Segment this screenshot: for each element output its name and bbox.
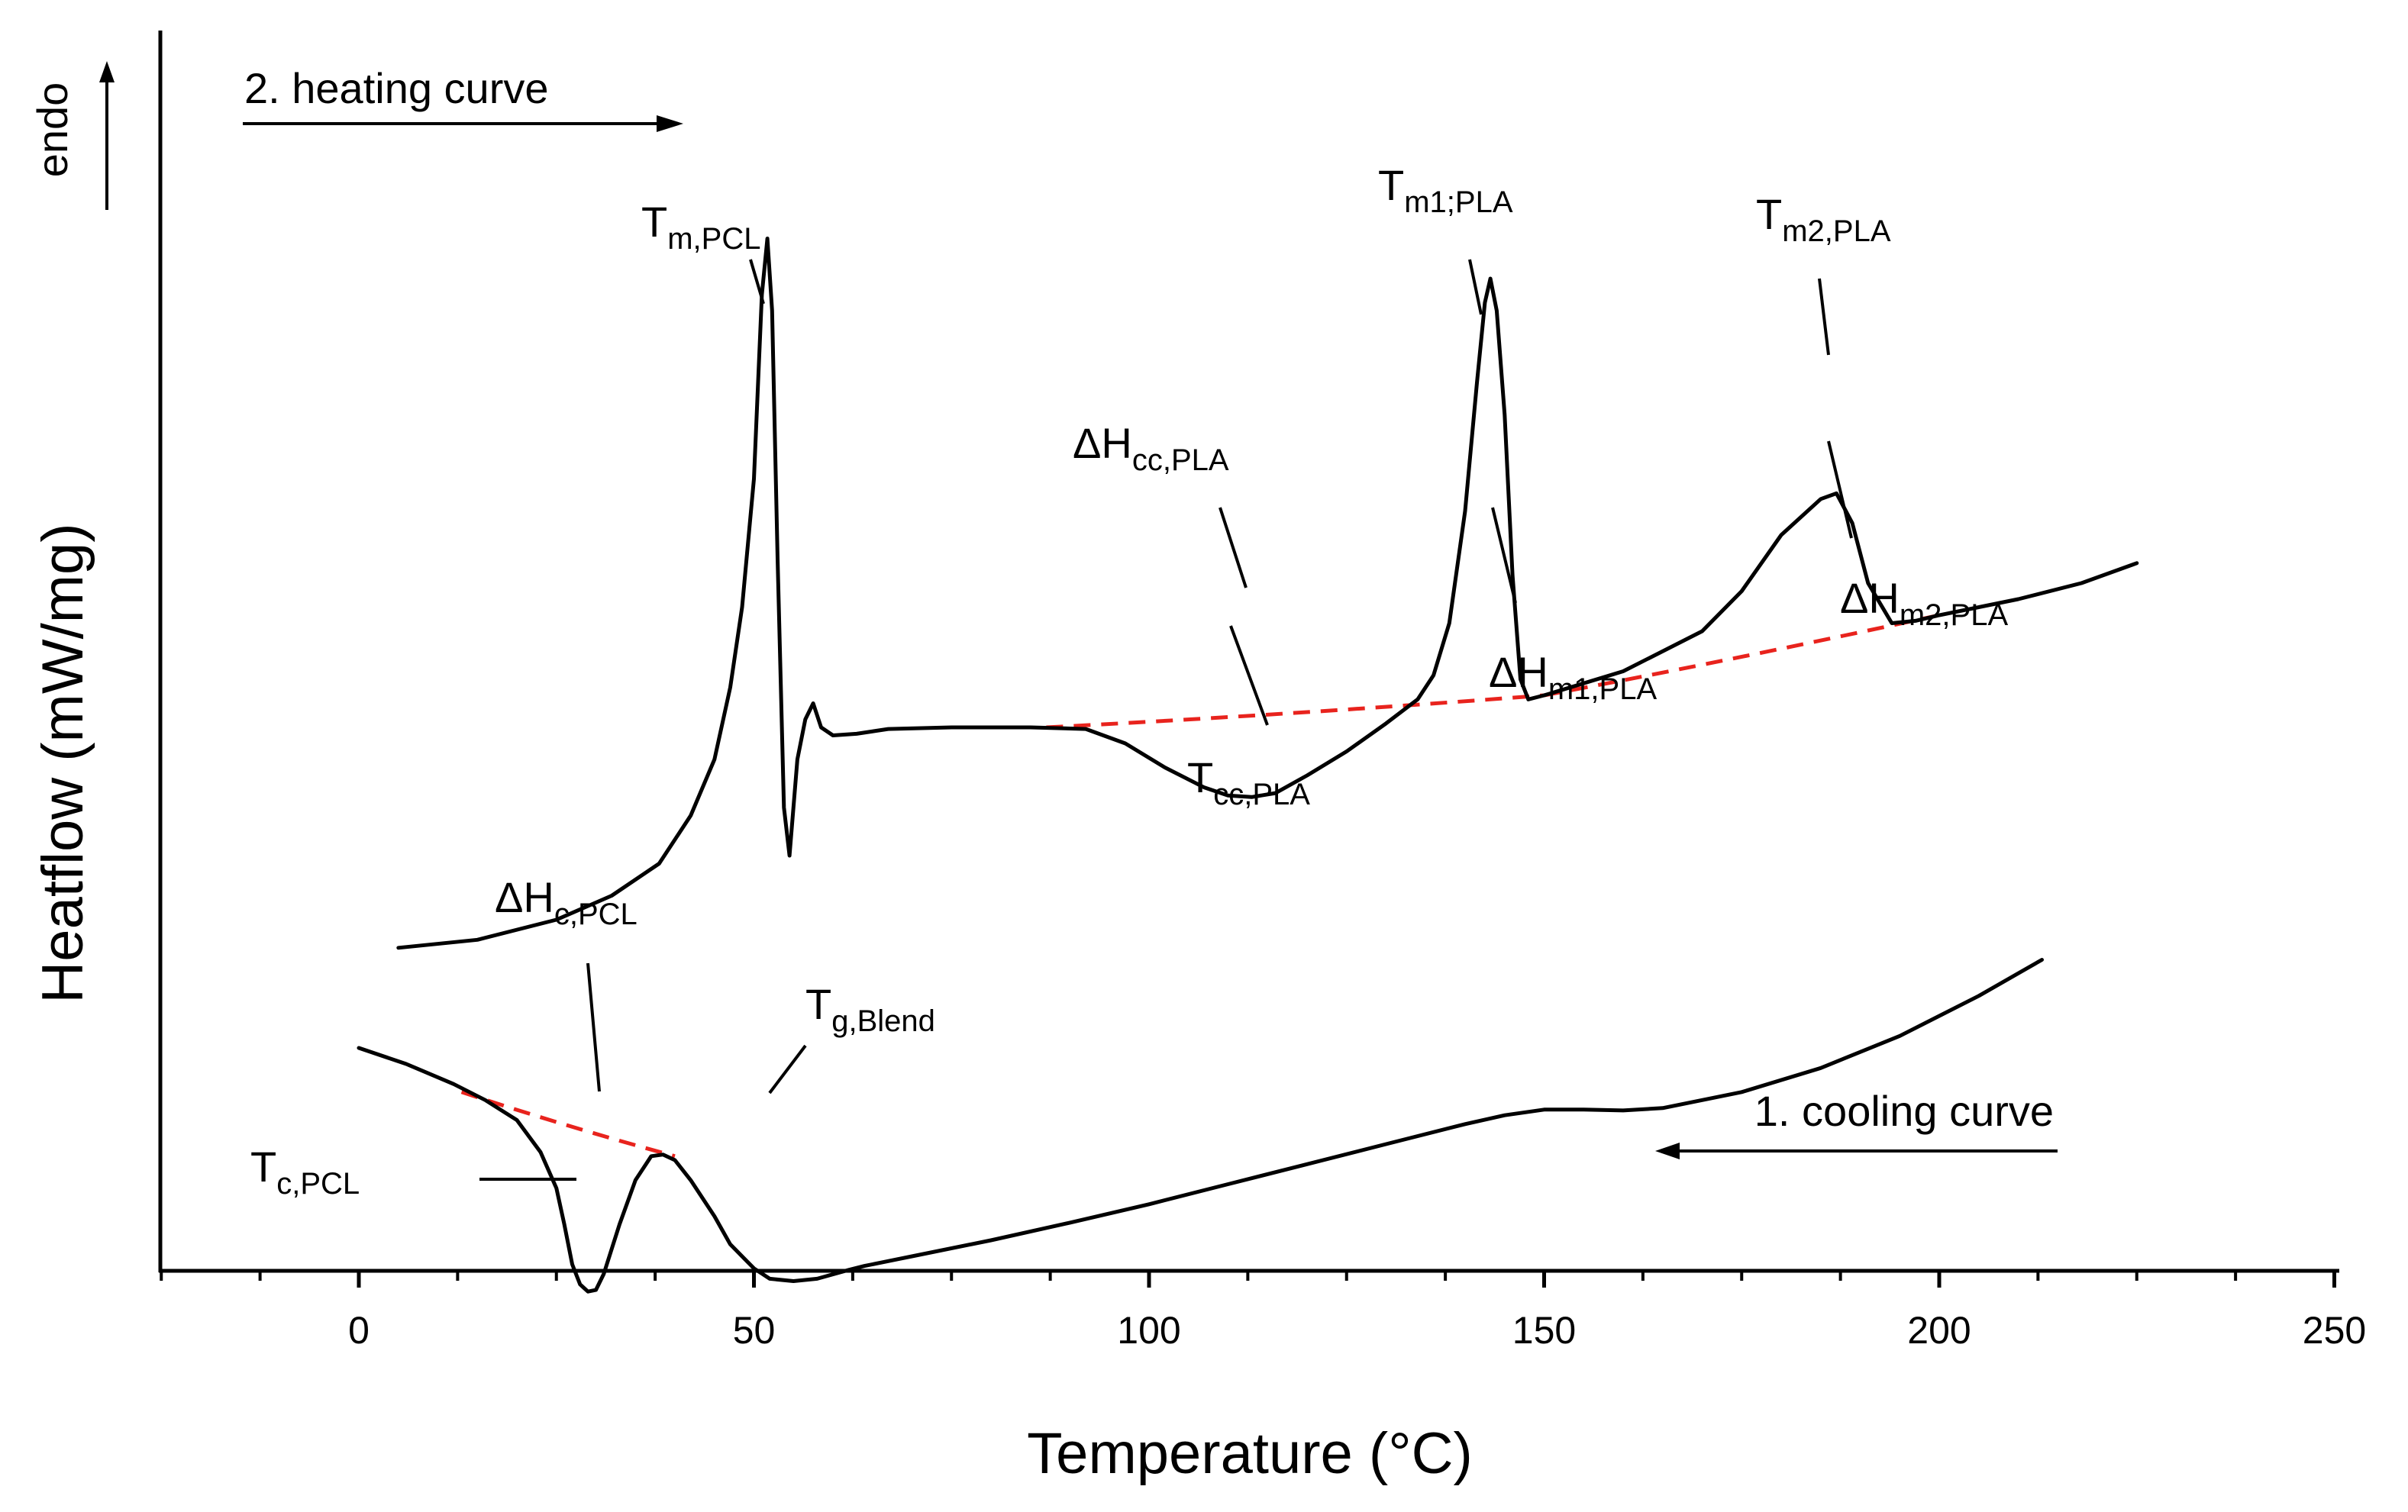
endo-label: endo — [28, 82, 76, 178]
x-tick-label: 150 — [1512, 1309, 1576, 1352]
leader-dhm2-pla — [1827, 440, 1853, 539]
leader-tm2-pla — [1818, 278, 1830, 356]
leader-tm-pcl — [749, 259, 765, 305]
heating-cc-m1-baseline — [1046, 693, 1545, 730]
x-tick-label: 200 — [1907, 1309, 1971, 1352]
baselines — [460, 613, 1940, 1159]
leader-tcc-pla — [1229, 625, 1269, 726]
label-dhm1-pla: ΔHm1,PLA — [1489, 648, 1657, 706]
cooling-curve-indicator: 1. cooling curve — [1655, 1087, 2058, 1159]
heating-curve-indicator: 2. heating curve — [243, 64, 683, 132]
x-tick-labels: 0 50 100 150 200 250 — [348, 1309, 2366, 1352]
heating-curve-label: 2. heating curve — [244, 64, 548, 112]
heating-m1-m2-baseline — [1544, 613, 1940, 698]
heating-arrow-head — [657, 115, 683, 132]
endo-indicator: endo — [28, 61, 115, 210]
cooling-curve-line — [357, 958, 2044, 1294]
x-axis-title: Temperature (°C) — [1027, 1421, 1473, 1486]
x-tick-label: 100 — [1117, 1309, 1180, 1352]
curves — [357, 237, 2139, 1294]
label-tcc-pla: Tcc,PLA — [1187, 753, 1310, 811]
label-tc-pcl: Tc,PCL — [250, 1143, 360, 1201]
label-dhc-pcl: ΔHc,PCL — [495, 873, 638, 931]
leader-lines — [479, 259, 1853, 1181]
leader-dhm1-pla — [1491, 507, 1517, 604]
label-tm1-pla: Tm1;PLA — [1378, 161, 1513, 219]
cooling-arrow-head — [1655, 1143, 1680, 1159]
leader-dhc-pcl — [586, 962, 601, 1092]
cooling-curve-label: 1. cooling curve — [1754, 1087, 2054, 1135]
annotations: Tm,PCL Tm1;PLA Tm2,PLA ΔHcc,PLA Tcc,PLA … — [250, 161, 2008, 1201]
leader-dhcc-pla — [1219, 507, 1248, 588]
heating-curve-line — [396, 237, 2139, 950]
label-tg-blend: Tg,Blend — [805, 980, 935, 1038]
endo-arrow-head — [99, 61, 115, 82]
x-tick-label: 0 — [348, 1309, 370, 1352]
label-dhm2-pla: ΔHm2,PLA — [1840, 574, 2008, 632]
axes: 0 50 100 150 200 250 — [158, 31, 2366, 1352]
x-tick-label: 250 — [2303, 1309, 2366, 1352]
label-tm-pcl: Tm,PCL — [641, 198, 760, 256]
x-tick-label: 50 — [733, 1309, 776, 1352]
x-ticks — [160, 1271, 2336, 1288]
label-tm2-pla: Tm2,PLA — [1756, 190, 1891, 248]
cooling-pcl-baseline — [460, 1090, 676, 1159]
leader-tm1-pla — [1468, 259, 1483, 315]
label-dhcc-pla: ΔHcc,PLA — [1073, 419, 1229, 477]
y-axis-title: Heatflow (mW/mg) — [31, 523, 95, 1003]
leader-tg-blend — [768, 1044, 807, 1095]
